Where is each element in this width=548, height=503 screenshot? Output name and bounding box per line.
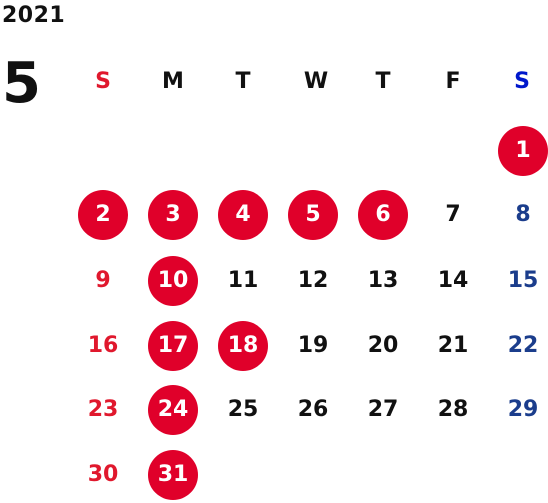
day-25[interactable]: 25 (227, 397, 259, 422)
weekday-saturday: S (514, 69, 530, 94)
day-23[interactable]: 23 (87, 397, 119, 422)
weekday-sunday: S (95, 69, 111, 94)
day-19[interactable]: 19 (297, 333, 329, 358)
day-15[interactable]: 15 (507, 268, 539, 293)
day-29[interactable]: 29 (507, 397, 539, 422)
day-14[interactable]: 14 (437, 268, 469, 293)
day-28[interactable]: 28 (437, 397, 469, 422)
year-label: 2021 (2, 3, 66, 28)
month-number: 5 (2, 51, 41, 116)
holiday-day-2[interactable]: 2 (78, 190, 128, 240)
day-11[interactable]: 11 (227, 268, 259, 293)
weekday-wednesday: W (303, 69, 329, 94)
holiday-day-6[interactable]: 6 (358, 190, 408, 240)
weekday-thursday: T (375, 69, 391, 94)
holiday-day-5[interactable]: 5 (288, 190, 338, 240)
day-9[interactable]: 9 (95, 268, 111, 293)
holiday-day-3[interactable]: 3 (148, 190, 198, 240)
day-27[interactable]: 27 (367, 397, 399, 422)
day-26[interactable]: 26 (297, 397, 329, 422)
holiday-day-17[interactable]: 17 (148, 321, 198, 371)
day-22[interactable]: 22 (507, 333, 539, 358)
holiday-day-4[interactable]: 4 (218, 190, 268, 240)
holiday-day-10[interactable]: 10 (148, 256, 198, 306)
day-21[interactable]: 21 (437, 333, 469, 358)
day-16[interactable]: 16 (87, 333, 119, 358)
holiday-day-24[interactable]: 24 (148, 385, 198, 435)
day-8[interactable]: 8 (515, 202, 531, 227)
day-30[interactable]: 30 (87, 462, 119, 487)
weekday-header: S M T W T F S (0, 62, 548, 102)
holiday-day-1[interactable]: 1 (498, 126, 548, 176)
day-13[interactable]: 13 (367, 268, 399, 293)
day-7[interactable]: 7 (445, 202, 461, 227)
weekday-tuesday: T (235, 69, 251, 94)
holiday-day-18[interactable]: 18 (218, 321, 268, 371)
day-12[interactable]: 12 (297, 268, 329, 293)
weekday-friday: F (445, 69, 461, 94)
day-20[interactable]: 20 (367, 333, 399, 358)
weekday-monday: M (162, 69, 184, 94)
holiday-day-31[interactable]: 31 (148, 450, 198, 500)
